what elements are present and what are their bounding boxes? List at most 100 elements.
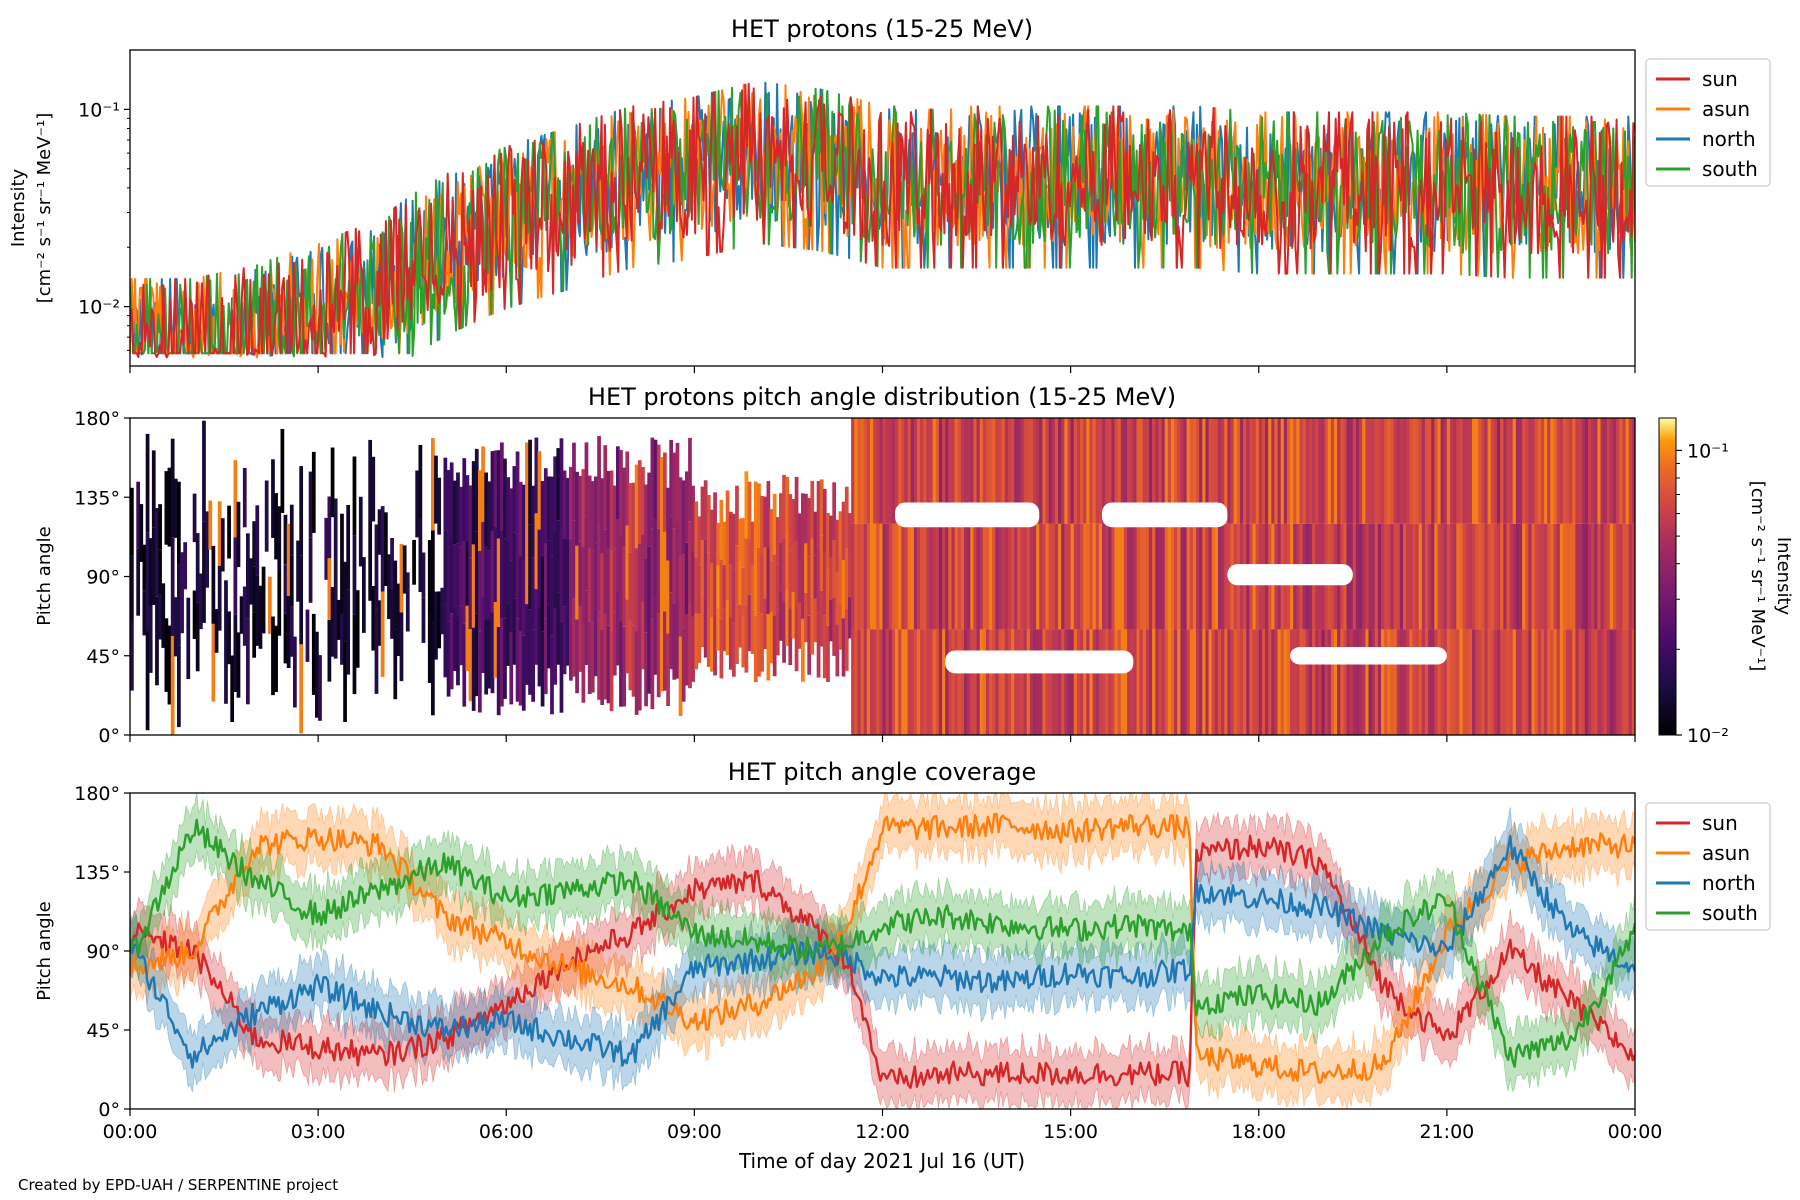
heatmap-cell — [870, 523, 874, 630]
heatmap-cell — [870, 418, 874, 524]
heatmap-cell — [1083, 523, 1087, 630]
heatmap-cell — [550, 476, 554, 556]
heatmap-cell — [910, 523, 915, 630]
heatmap-cell — [1613, 629, 1617, 735]
heatmap-cell — [1631, 418, 1635, 524]
heatmap-cell — [537, 529, 542, 608]
heatmap-cell — [935, 629, 940, 735]
heatmap-cell — [732, 568, 736, 623]
heatmap-cell — [1202, 418, 1207, 524]
heatmap-cell — [857, 418, 862, 524]
heatmap-cell — [945, 418, 949, 524]
heatmap-cell — [663, 611, 667, 691]
heatmap-cell — [945, 523, 949, 630]
heatmap-cell — [766, 614, 771, 681]
heatmap-cell — [330, 447, 335, 518]
heatmap-cell — [468, 557, 473, 630]
heatmap-cell — [970, 629, 975, 735]
heatmap-cell — [634, 548, 639, 632]
heatmap-cell — [659, 535, 664, 614]
heatmap-cell — [490, 612, 495, 694]
heatmap-cell — [1446, 418, 1451, 524]
heatmap-cell — [1011, 418, 1015, 524]
heatmap-cell — [227, 505, 231, 559]
heatmap-cell — [220, 518, 225, 572]
heatmap-cell — [678, 636, 683, 716]
heatmap-cell — [1051, 629, 1056, 735]
heatmap-cell — [534, 513, 539, 589]
x-tick-label-5: 15:00 — [1043, 1121, 1098, 1143]
heatmap-cell — [1199, 523, 1203, 630]
panel1-xticks — [129, 366, 1636, 373]
panel1-legend-label-south: south — [1702, 157, 1758, 181]
heatmap-cell — [775, 517, 780, 564]
heatmap-cell — [1214, 523, 1219, 630]
heatmap-cell — [722, 565, 727, 609]
heatmap-cell — [1211, 418, 1216, 524]
heatmap-cell — [782, 600, 786, 663]
heatmap-cell — [1073, 629, 1078, 735]
heatmap-cell — [957, 523, 962, 630]
heatmap-cell — [1142, 418, 1147, 524]
heatmap-cell — [813, 511, 818, 556]
heatmap-cell — [907, 523, 912, 630]
heatmap-cell — [446, 621, 451, 697]
heatmap-cell — [1581, 629, 1586, 735]
heatmap-cell — [706, 495, 711, 553]
heatmap-cell — [1196, 629, 1200, 735]
heatmap-cell — [1415, 523, 1420, 630]
heatmap-cell — [293, 636, 297, 708]
heatmap-cell — [1588, 418, 1592, 524]
heatmap-cell — [1133, 629, 1138, 735]
heatmap-cell — [1299, 629, 1304, 735]
heatmap-cell — [769, 612, 774, 664]
heatmap-cell — [810, 538, 815, 597]
heatmap-cell — [1239, 418, 1244, 524]
heatmap-cell — [995, 418, 1000, 524]
heatmap-cell — [490, 531, 495, 613]
heatmap-cell — [1403, 629, 1407, 735]
heatmap-cell — [1152, 418, 1156, 524]
heatmap-cell — [791, 545, 796, 592]
heatmap-cell — [631, 625, 636, 697]
heatmap-cell — [669, 516, 674, 593]
heatmap-cell — [252, 566, 257, 613]
heatmap-cell — [606, 471, 611, 549]
heatmap-cell — [151, 450, 156, 528]
heatmap-cell — [637, 460, 642, 544]
heatmap-cell — [1111, 629, 1116, 735]
heatmap-cell — [1023, 629, 1028, 735]
heatmap-cell — [1067, 629, 1072, 735]
heatmap-cell — [1594, 629, 1598, 735]
heatmap-cell — [1130, 523, 1134, 630]
heatmap-cell — [1042, 629, 1047, 735]
heatmap-cell — [1584, 523, 1589, 630]
heatmap-cell — [547, 604, 551, 669]
heatmap-cell — [1550, 418, 1555, 524]
heatmap-cell — [910, 629, 915, 735]
heatmap-cell — [609, 470, 614, 551]
heatmap-cell — [512, 466, 517, 533]
heatmap-cell — [666, 487, 670, 561]
panel3-xticks: 00:00 03:00 06:00 09:00 12:00 15:00 18:00 21:00… — [103, 1109, 1662, 1143]
heatmap-cell — [553, 608, 558, 685]
heatmap-cell — [612, 548, 617, 613]
heatmap-cell — [1553, 629, 1558, 735]
heatmap-cell — [1340, 418, 1345, 524]
heatmap-cell — [1315, 629, 1319, 735]
heatmap-cell — [1472, 523, 1476, 630]
panel3-line-south — [130, 818, 1635, 1068]
heatmap-cell — [794, 606, 799, 672]
heatmap-cell — [844, 486, 849, 549]
heatmap-cell — [1283, 629, 1288, 735]
heatmap-cell — [271, 459, 275, 538]
heatmap-cell — [1525, 523, 1530, 630]
panel2-ytick-label-2: 90° — [86, 567, 120, 589]
heatmap-cell — [1437, 418, 1442, 524]
heatmap-cell — [565, 540, 570, 604]
heatmap-cell — [590, 622, 595, 693]
heatmap-cell — [685, 542, 689, 615]
heatmap-cell — [1218, 629, 1222, 735]
heatmap-cell — [750, 521, 755, 566]
heatmap-cell — [725, 600, 730, 656]
